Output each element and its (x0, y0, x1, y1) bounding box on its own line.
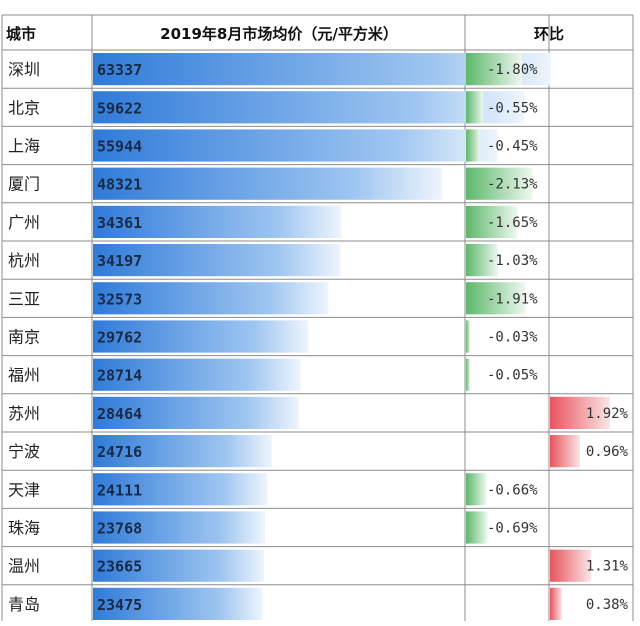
table-row: 上海 55944 -0.45% (8, 129, 538, 162)
city-label: 广州 (8, 213, 40, 232)
price-label: 32573 (97, 290, 142, 308)
price-bar (93, 587, 263, 620)
change-bar-negative (466, 320, 470, 353)
price-bar (93, 435, 272, 468)
price-bar (93, 473, 268, 506)
city-label: 福州 (8, 366, 40, 385)
price-bar (93, 282, 329, 315)
price-label: 55944 (97, 138, 142, 156)
table-row: 苏州 28464 1.92% (8, 396, 629, 429)
change-bar-positive (550, 435, 580, 468)
change-label: 1.92% (586, 406, 629, 422)
change-label: -2.13% (487, 177, 538, 193)
change-label: 1.31% (586, 559, 629, 575)
table-rows: 深圳 63337 -1.80% 北京 59622 -0.55% 上海 55944 -0.45% 厦… (8, 53, 629, 620)
price-label: 63337 (97, 61, 142, 79)
price-bar (93, 167, 443, 200)
change-label: -0.69% (487, 521, 538, 537)
price-label: 29762 (97, 329, 142, 347)
change-label: -0.55% (487, 100, 538, 116)
change-bar-negative (466, 244, 499, 277)
price-bar (93, 129, 498, 162)
change-bar-positive (550, 396, 610, 429)
city-label: 宁波 (8, 442, 40, 461)
table-row: 北京 59622 -0.55% (8, 91, 538, 124)
city-label: 珠海 (8, 519, 40, 538)
city-label: 南京 (8, 328, 40, 347)
change-label: -0.66% (487, 482, 538, 498)
change-label: 0.96% (586, 444, 629, 460)
header-price: 2019年8月市场均价（元/平方米） (160, 25, 398, 43)
header-change: 环比 (534, 25, 564, 43)
price-label: 23475 (97, 596, 142, 614)
price-bar (93, 511, 265, 544)
price-label: 59622 (97, 99, 142, 117)
change-label: -0.45% (487, 139, 538, 155)
change-bar-negative (466, 205, 518, 238)
change-bar-negative (466, 53, 523, 86)
table-row: 天津 24111 -0.66% (8, 473, 538, 506)
price-bar (93, 549, 265, 582)
price-bar (93, 320, 309, 353)
price-bar (93, 244, 341, 277)
table-row: 珠海 23768 -0.69% (8, 511, 538, 544)
change-bar-negative (466, 358, 470, 391)
header-city: 城市 (6, 25, 36, 43)
change-label: -1.80% (487, 62, 538, 78)
city-label: 天津 (8, 480, 40, 499)
change-label: 0.38% (586, 597, 629, 613)
price-bar (93, 205, 342, 238)
price-label: 23768 (97, 520, 142, 538)
table-row: 南京 29762 -0.03% (8, 320, 538, 353)
price-bar (93, 396, 299, 429)
price-bar (93, 91, 525, 124)
table-row: 福州 28714 -0.05% (8, 358, 538, 391)
price-label: 28714 (97, 367, 142, 385)
price-label: 23665 (97, 558, 142, 576)
change-label: -1.03% (487, 253, 538, 269)
city-label: 深圳 (8, 60, 40, 79)
change-bar-negative (466, 282, 526, 315)
price-label: 24111 (97, 481, 142, 499)
city-label: 厦门 (8, 175, 40, 194)
change-bar-negative (466, 91, 484, 124)
change-label: -1.91% (487, 291, 538, 307)
table-row: 温州 23665 1.31% (8, 549, 629, 582)
change-bar-positive (550, 587, 562, 620)
city-label: 上海 (8, 137, 40, 156)
change-label: -1.65% (487, 215, 538, 231)
table-row: 青岛 23475 0.38% (8, 587, 629, 620)
table-row: 宁波 24716 0.96% (8, 435, 629, 468)
table-row: 杭州 34197 -1.03% (8, 244, 538, 277)
table-grid (1, 14, 634, 621)
city-label: 北京 (8, 98, 40, 117)
change-label: -0.05% (487, 368, 538, 384)
change-label: -0.03% (487, 330, 538, 346)
price-label: 28464 (97, 405, 142, 423)
city-label: 杭州 (8, 251, 40, 270)
price-label: 34197 (97, 252, 142, 270)
city-label: 三亚 (8, 289, 40, 308)
table-row: 厦门 48321 -2.13% (8, 167, 538, 200)
city-label: 青岛 (8, 595, 40, 614)
table-row: 三亚 32573 -1.91% (8, 282, 538, 315)
price-label: 24716 (97, 443, 142, 461)
price-label: 34361 (97, 214, 142, 232)
city-label: 苏州 (8, 404, 40, 423)
table-row: 深圳 63337 -1.80% (8, 53, 551, 86)
table-row: 广州 34361 -1.65% (8, 205, 538, 238)
change-bar-negative (466, 129, 481, 162)
change-bar-negative (466, 167, 533, 200)
price-label: 48321 (97, 176, 142, 194)
change-bar-negative (466, 511, 488, 544)
price-bar (93, 358, 301, 391)
change-bar-negative (466, 473, 487, 506)
change-bar-positive (550, 549, 591, 582)
city-label: 温州 (8, 557, 40, 576)
